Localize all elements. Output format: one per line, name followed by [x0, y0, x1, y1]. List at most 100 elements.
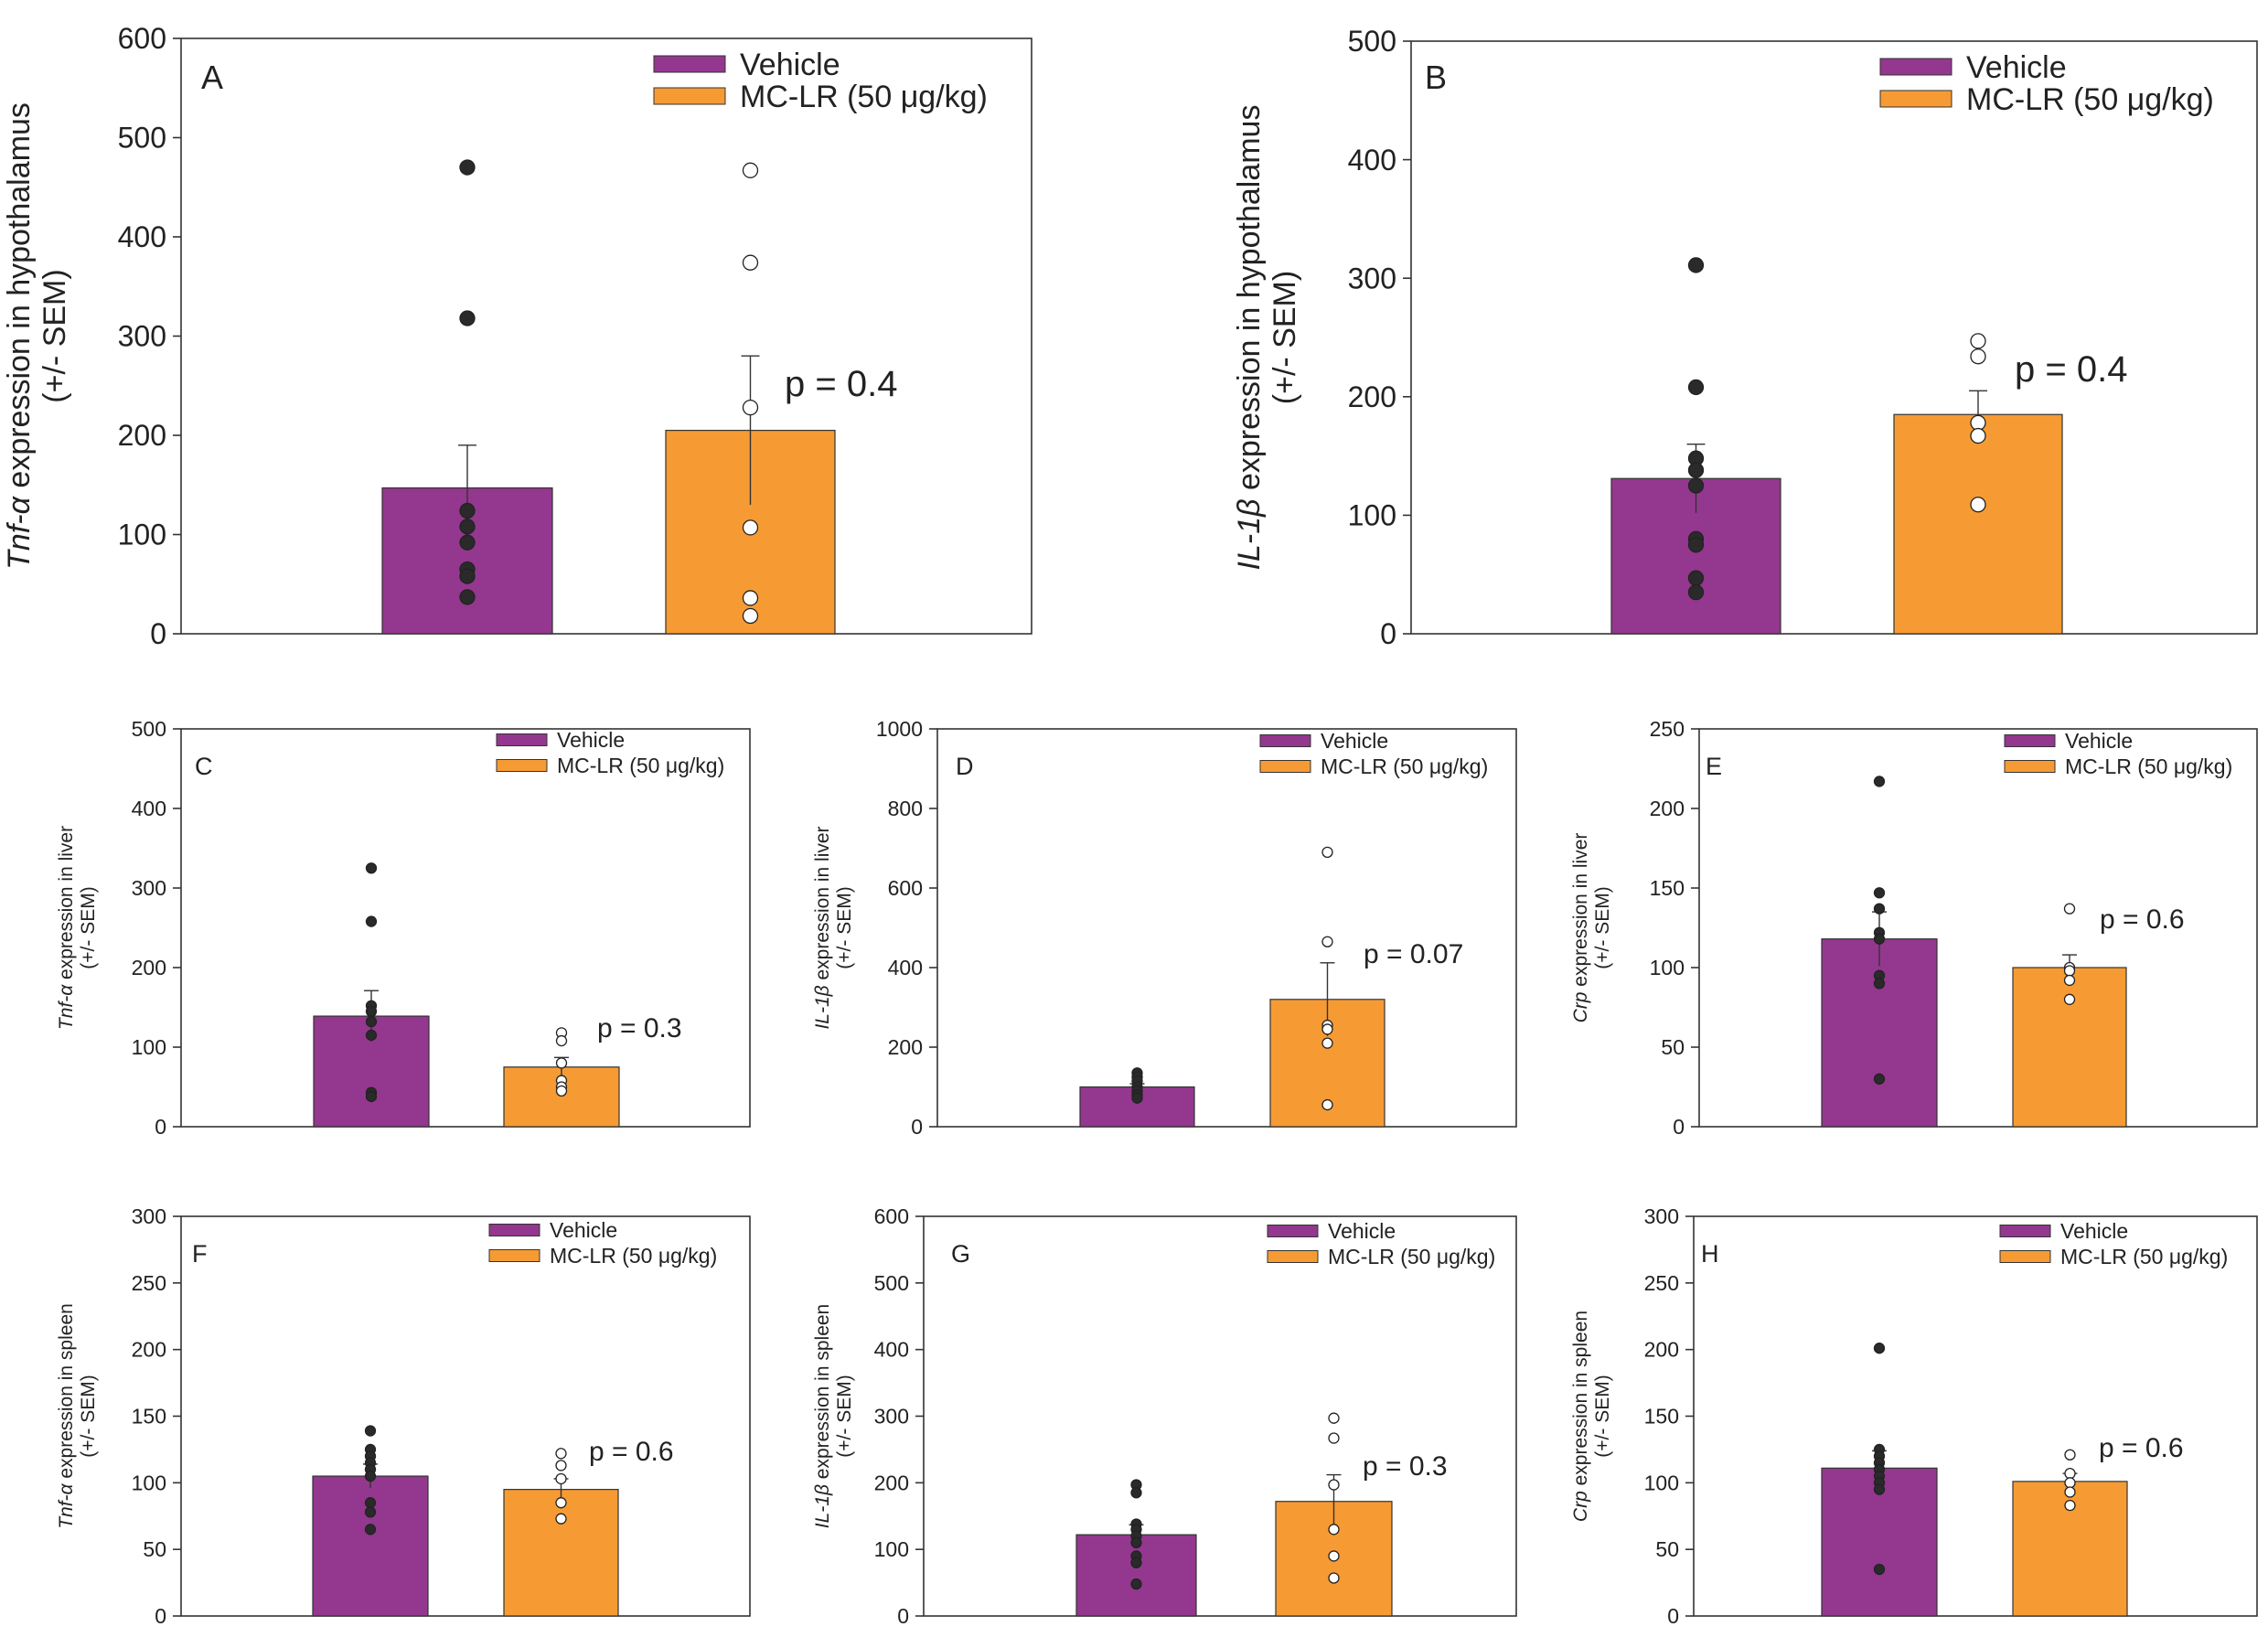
y-tick-label: 250 [1644, 1271, 1679, 1295]
bar-mclr [503, 1489, 619, 1617]
data-point-mclr [1328, 1412, 1340, 1424]
y-axis-label: Tnf-α expression in spleen(+/- SEM) [56, 1303, 99, 1529]
legend-label: MC-LR (50 μg/kg) [2060, 1245, 2228, 1268]
legend-swatch [1999, 1225, 2051, 1237]
y-axis-label: Tnf-α expression in hypothalamus(+/- SEM… [2, 102, 72, 570]
data-point-vehicle [364, 1497, 377, 1509]
legend-swatch [653, 55, 726, 73]
data-point-vehicle [365, 1016, 378, 1028]
y-tick-label: 400 [1348, 144, 1396, 177]
y-axis-label-text: expression in liver [1570, 833, 1591, 992]
data-point-vehicle [1873, 978, 1886, 990]
data-point-vehicle [1131, 1092, 1143, 1104]
y-tick-label: 100 [1644, 1471, 1679, 1494]
legend-swatch [1267, 1225, 1319, 1237]
data-point-vehicle [1873, 776, 1886, 787]
y-axis-label-gene: IL-1β [812, 985, 833, 1029]
data-point-mclr [1321, 1023, 1333, 1035]
panel-label: C [195, 753, 213, 780]
legend-swatch [1267, 1250, 1319, 1263]
y-axis-label-gene: Crp [1570, 992, 1591, 1023]
y-tick-label: 600 [888, 876, 923, 900]
y-tick-label: 200 [874, 1471, 909, 1494]
y-tick-label: 500 [1348, 25, 1396, 58]
panel-label: G [951, 1240, 970, 1268]
legend-label: MC-LR (50 μg/kg) [1328, 1245, 1495, 1268]
chart-panel-a: 0 100 200 300 400 500 600 Tnf-α expression in h… [2, 22, 1032, 650]
legend-label: MC-LR (50 μg/kg) [1966, 82, 2214, 117]
data-point-mclr [1328, 1550, 1340, 1562]
data-point-vehicle [365, 1029, 378, 1042]
y-tick-label: 100 [1650, 956, 1685, 979]
y-tick-label: 400 [874, 1338, 909, 1362]
chart-panel-h: 0 50 100 150 200 250 300 Crp expression in sple… [1570, 1204, 2258, 1628]
data-point-vehicle [1873, 933, 1886, 945]
p-value: p = 0.4 [785, 364, 897, 404]
y-tick-label: 150 [1644, 1405, 1679, 1429]
data-point-mclr [2063, 974, 2076, 987]
y-axis-label-sem: (+/- SEM) [1268, 271, 1302, 404]
p-value: p = 0.6 [589, 1437, 674, 1467]
chart-panel-e: 0 50 100 150 200 250 Crp expression in liver(+… [1570, 717, 2258, 1139]
data-point-mclr [2063, 965, 2076, 977]
data-point-vehicle [1873, 1073, 1886, 1085]
data-point-vehicle [1687, 537, 1705, 553]
data-point-vehicle [459, 502, 476, 519]
y-tick-label: 200 [1348, 380, 1396, 413]
y-tick-label: 0 [1673, 1115, 1685, 1139]
y-tick-label: 150 [132, 1405, 166, 1429]
y-tick-label: 0 [155, 1604, 166, 1628]
data-point-vehicle [1873, 1563, 1886, 1576]
legend-label: MC-LR (50 μg/kg) [550, 1244, 717, 1268]
plot-frame [923, 1215, 1517, 1617]
data-point-mclr [1970, 414, 1986, 431]
legend-label: MC-LR (50 μg/kg) [2065, 754, 2232, 778]
plot-frame [1410, 40, 2258, 635]
legend-label: Vehicle [557, 728, 625, 752]
data-point-mclr [555, 1034, 568, 1047]
data-point-mclr [555, 1085, 568, 1097]
data-point-vehicle [1873, 1343, 1886, 1354]
y-axis-label: IL-1β expression in hypothalamus(+/- SEM… [1232, 105, 1302, 571]
y-axis-label-gene: Tnf-α [56, 1482, 77, 1528]
y-axis-label-gene: IL-1β [1232, 498, 1267, 570]
legend-label: Vehicle [2065, 729, 2133, 753]
y-axis-label: Crp expression in liver(+/- SEM) [1570, 833, 1613, 1023]
panel-label: B [1425, 59, 1447, 96]
data-point-mclr [1970, 497, 1986, 513]
legend-swatch [488, 1249, 540, 1262]
panel-label: F [192, 1240, 208, 1268]
y-tick-label: 0 [1380, 617, 1396, 650]
panel-label: A [201, 59, 223, 96]
data-point-mclr [1328, 1479, 1340, 1491]
y-tick-label: 500 [874, 1271, 909, 1295]
data-point-vehicle [364, 1470, 377, 1482]
legend-swatch [2004, 760, 2056, 773]
plot-frame [1693, 1215, 2258, 1617]
y-axis-label-gene: IL-1β [812, 1484, 833, 1528]
data-point-vehicle [1687, 257, 1705, 273]
data-point-mclr [742, 162, 759, 178]
bar-vehicle [1821, 938, 1938, 1128]
legend-label: Vehicle [2060, 1219, 2128, 1243]
y-tick-label: 200 [1650, 797, 1685, 820]
y-tick-label: 250 [1650, 717, 1685, 741]
data-point-vehicle [459, 310, 476, 326]
data-point-vehicle [1130, 1578, 1142, 1590]
y-tick-label: 200 [1644, 1338, 1679, 1362]
y-tick-label: 500 [118, 122, 166, 155]
y-tick-label: 400 [132, 797, 166, 820]
y-tick-label: 150 [1650, 876, 1685, 900]
data-point-vehicle [1130, 1557, 1142, 1568]
data-point-vehicle [364, 1524, 377, 1536]
data-point-vehicle [1687, 583, 1705, 601]
legend-label: Vehicle [550, 1218, 617, 1242]
data-point-vehicle [459, 534, 476, 551]
data-point-mclr [555, 1448, 567, 1460]
y-axis-label-text: expression in hypothalamus [2, 102, 37, 497]
data-point-vehicle [1687, 570, 1705, 586]
bar-mclr [2012, 967, 2127, 1128]
panel-label: E [1706, 753, 1722, 780]
bar-vehicle [312, 1475, 429, 1617]
